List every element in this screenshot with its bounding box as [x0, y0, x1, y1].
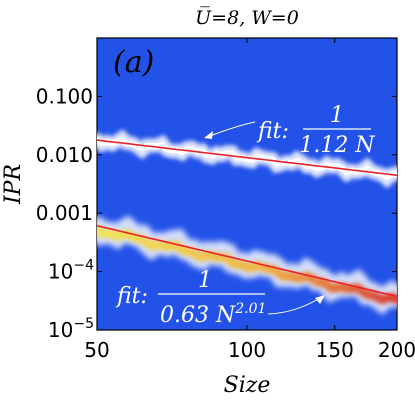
chart-title: U̅=8, W=0 — [195, 7, 299, 29]
fit-annotation-upper: fit: 1 1.12 N — [204, 103, 375, 158]
y-tick-label: 10−4 — [48, 258, 94, 284]
fit-prefix-upper: fit: — [256, 119, 289, 144]
arrowhead-lower — [315, 295, 325, 304]
fit-line-lower — [97, 224, 397, 298]
fit-denominator-lower: 0.63 N2.01 — [160, 301, 266, 328]
y-tick-label: 0.001 — [36, 201, 93, 225]
arrow-lower — [267, 297, 321, 315]
panel-label: (a) — [113, 45, 154, 80]
arrowhead-upper — [204, 131, 213, 139]
y-tick-label: 0.010 — [36, 143, 93, 167]
fit-line-upper — [97, 139, 397, 177]
x-tick-label: 150 — [316, 338, 354, 362]
fit-annotation-lower: fit: 1 0.63 N2.01 — [115, 268, 325, 328]
y-axis: 0.100 0.010 0.001 10−4 10−5 — [36, 84, 397, 342]
fit-denominator-lower-base: 0.63 N — [160, 303, 236, 328]
x-tick-label: 100 — [228, 338, 266, 362]
fit-denominator-upper: 1.12 N — [299, 133, 375, 158]
fit-denominator-lower-exp: 2.01 — [234, 301, 266, 317]
y-tick-label: 0.100 — [36, 84, 93, 108]
x-axis: 50 100 150 200 — [84, 38, 415, 362]
y-axis-label: IPR — [1, 164, 26, 205]
x-tick-label: 200 — [378, 338, 415, 362]
density-band-lower — [97, 225, 397, 305]
x-axis-label: Size — [224, 373, 271, 398]
fit-prefix-lower: fit: — [115, 284, 148, 309]
y-tick-label: 10−5 — [48, 316, 94, 342]
x-tick-label: 50 — [84, 338, 109, 362]
fit-numerator-lower: 1 — [198, 268, 212, 293]
arrow-upper — [209, 121, 256, 137]
fit-numerator-upper: 1 — [330, 103, 344, 128]
